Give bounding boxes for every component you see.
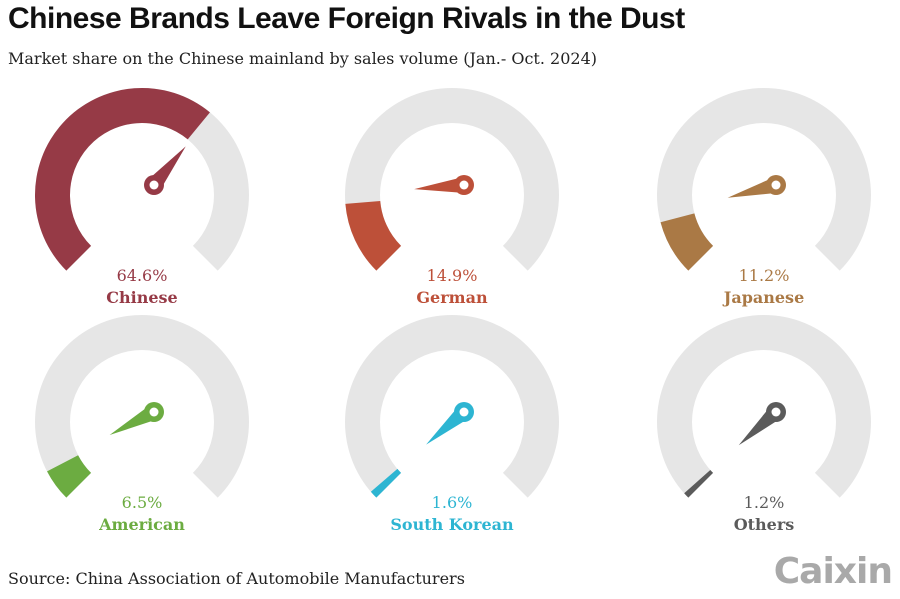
gauge-hub-center-japanese bbox=[772, 181, 781, 190]
gauge-track-south-korean bbox=[345, 315, 559, 498]
gauge-german: 14.9% German bbox=[345, 88, 559, 307]
gauge-value-label: 64.6% bbox=[117, 266, 168, 285]
gauge-category-label: American bbox=[98, 515, 185, 534]
gauge-category-label: Japanese bbox=[722, 288, 805, 307]
gauge-category-label: Others bbox=[734, 515, 795, 534]
gauge-hub-center-german bbox=[460, 181, 469, 190]
gauge-value-label: 11.2% bbox=[739, 266, 790, 285]
gauge-value-label: 1.2% bbox=[744, 493, 785, 512]
gauge-american: 6.5% American bbox=[35, 315, 249, 534]
caixin-logo: Caixin bbox=[774, 551, 892, 592]
source-note: Source: China Association of Automobile … bbox=[8, 569, 465, 588]
gauge-category-label: Chinese bbox=[106, 288, 177, 307]
gauge-fill-chinese bbox=[35, 88, 210, 271]
gauge-fill-japanese bbox=[661, 213, 714, 270]
gauge-category-label: South Korean bbox=[390, 515, 514, 534]
gauge-category-label: German bbox=[416, 288, 488, 307]
gauge-value-label: 1.6% bbox=[432, 493, 473, 512]
gauge-hub-center-american bbox=[150, 408, 159, 417]
gauge-japanese: 11.2% Japanese bbox=[657, 88, 871, 307]
gauge-south-korean: 1.6% South Korean bbox=[345, 315, 559, 534]
gauge-track-others bbox=[657, 315, 871, 498]
gauge-chinese: 64.6% Chinese bbox=[35, 88, 249, 307]
gauge-others: 1.2% Others bbox=[657, 315, 871, 534]
gauge-hub-center-others bbox=[772, 408, 781, 417]
gauge-hub-center-chinese bbox=[150, 181, 159, 190]
gauge-value-label: 6.5% bbox=[122, 493, 163, 512]
gauge-fill-german bbox=[345, 201, 401, 271]
gauge-value-label: 14.9% bbox=[427, 266, 478, 285]
gauge-hub-center-south-korean bbox=[460, 408, 469, 417]
